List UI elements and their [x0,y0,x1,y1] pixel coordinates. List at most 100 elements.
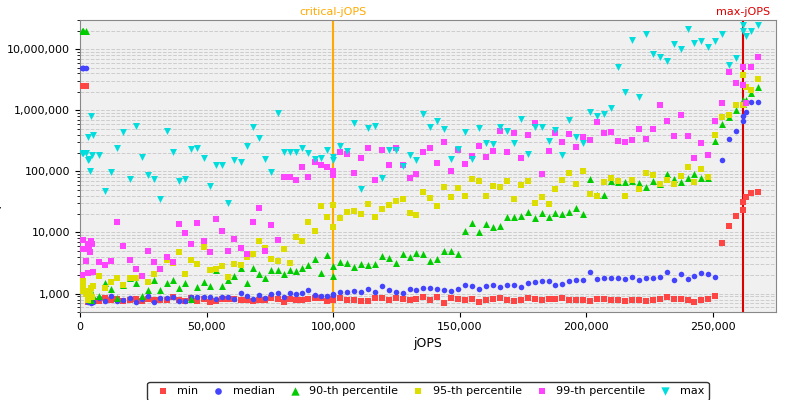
min [79,83,92,89]
99-th percentile [584,136,597,143]
95-th percentile [83,290,96,297]
median [79,64,92,71]
90-th percentile [674,179,687,185]
median [83,297,96,304]
min [347,296,360,303]
median [290,291,302,297]
90-th percentile [737,101,750,108]
90-th percentile [542,214,555,220]
max [688,40,701,46]
median [445,288,458,294]
95-th percentile [347,208,360,214]
median [314,292,327,299]
90-th percentile [522,209,534,216]
median [577,277,590,283]
min [105,297,118,303]
99-th percentile [431,160,444,166]
max [222,199,234,206]
min [633,297,646,303]
99-th percentile [240,250,253,257]
min [382,296,395,303]
95-th percentile [271,258,284,264]
90-th percentile [417,250,430,257]
min [501,297,514,304]
90-th percentile [271,267,284,274]
Y-axis label: Response time, usec: Response time, usec [0,101,2,231]
99-th percentile [382,162,395,168]
median [744,99,757,106]
95-th percentile [216,263,229,269]
min [82,299,94,305]
99-th percentile [626,137,638,144]
min [77,83,90,89]
max [240,143,253,149]
min [111,296,124,303]
95-th percentile [382,202,395,209]
min [528,296,541,302]
95-th percentile [417,188,430,195]
median [234,290,247,296]
min [514,297,527,303]
max [191,145,204,151]
90-th percentile [739,97,752,103]
99-th percentile [424,145,437,151]
median [82,298,94,305]
min [326,297,339,303]
95-th percentile [82,296,94,303]
99-th percentile [185,241,198,247]
99-th percentile [178,230,191,236]
95-th percentile [522,178,534,184]
99-th percentile [605,128,618,135]
95-th percentile [278,246,290,252]
99-th percentile [77,237,90,243]
max [584,109,597,115]
90-th percentile [716,120,729,127]
95-th percentile [479,193,492,199]
min [590,296,603,302]
min [646,296,659,303]
min [494,294,506,301]
99-th percentile [598,130,610,136]
max [265,169,278,175]
median [479,282,492,289]
90-th percentile [166,277,179,284]
90-th percentile [660,171,673,178]
99-th percentile [82,240,94,247]
95-th percentile [528,200,541,206]
median [105,293,118,299]
99-th percentile [660,118,673,124]
max [654,54,666,60]
max [228,156,241,163]
min [154,297,167,303]
median [556,281,569,287]
min [185,295,198,302]
min [660,294,673,300]
max [259,156,272,162]
median [494,284,506,290]
max [290,149,302,156]
max [341,148,354,155]
max [424,124,437,130]
median [75,64,88,71]
90-th percentile [695,175,708,181]
95-th percentile [514,182,527,188]
99-th percentile [396,161,409,168]
90-th percentile [410,250,423,256]
max [494,124,506,130]
99-th percentile [737,82,750,88]
95-th percentile [390,198,402,204]
90-th percentile [130,280,142,286]
95-th percentile [354,211,367,217]
90-th percentile [105,286,118,292]
95-th percentile [98,284,111,291]
min [77,83,90,89]
99-th percentile [709,118,722,124]
95-th percentile [598,179,610,186]
max [93,152,106,158]
min [605,296,618,303]
max [626,36,638,43]
95-th percentile [75,288,88,294]
max [82,134,94,141]
90-th percentile [259,275,272,281]
90-th percentile [752,84,765,90]
